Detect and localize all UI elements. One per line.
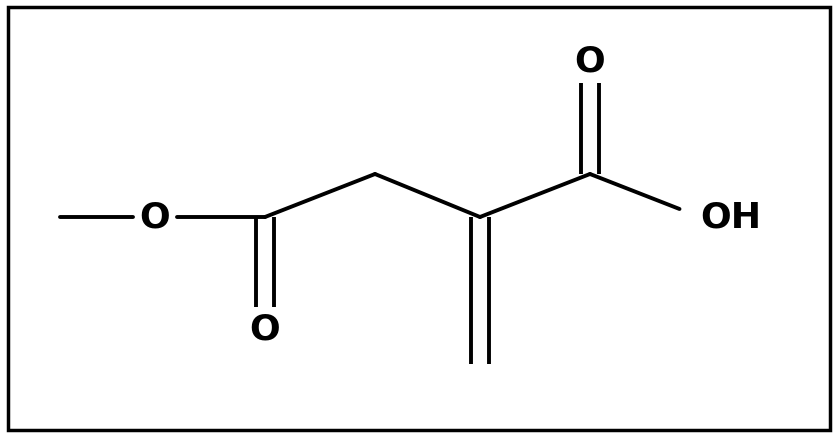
Text: O: O bbox=[140, 201, 170, 234]
Text: OH: OH bbox=[700, 201, 761, 234]
Text: O: O bbox=[575, 45, 605, 79]
Text: O: O bbox=[250, 312, 281, 346]
